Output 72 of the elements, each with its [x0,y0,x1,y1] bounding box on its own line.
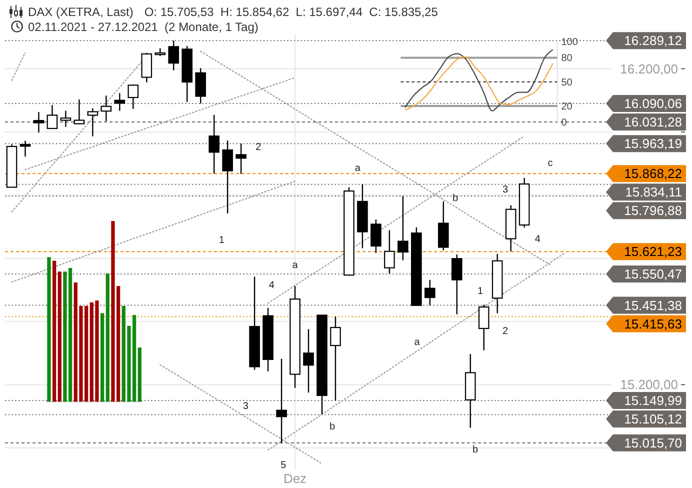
candlestick [114,92,126,112]
chart-subtitle: O: 15.705,53 H: 15.854,62 L: 15.697,44 C: 15.835,25 [144,5,438,19]
annotation: 2 [502,326,509,338]
ref-line-label: 16.289,12 [624,33,682,48]
ref-line-label: 15.015,70 [624,435,682,450]
y-tick-label: 80 [561,53,573,64]
annotation: a [414,337,420,348]
candlestick [60,110,72,128]
candlestick [384,230,395,274]
ref-line-label: 15.451,38 [624,298,682,313]
candlestick [195,68,206,104]
candlestick [303,328,314,394]
y-tick-label: 20 [561,102,573,112]
candlestick [208,114,220,174]
candlestick [451,254,462,315]
candlestick [236,143,246,175]
line-series [11,180,296,283]
chart-title: DAX (XETRA, Last) [28,5,134,19]
ref-line-label: 15.550,47 [624,266,682,282]
annotation: a [354,162,361,174]
candlestick [424,279,436,306]
ref-line-label: 15.796,88 [624,203,682,218]
ref-line-label: 16.031,28 [624,114,682,130]
bar [100,313,104,402]
bar [106,273,110,402]
y-tick-label: 16.200,00 [620,61,678,76]
annotation: 1 [478,286,484,297]
candlestick [128,84,139,110]
text: 02.11.2021 - 27.12.2021 (2 Monate, 1 Tag) [28,20,258,34]
candlestick [276,358,287,444]
candlestick [222,140,233,214]
x-tick-label: Dez [283,471,307,486]
annotation: 4 [268,280,275,291]
ref-line-label: 15.834,11 [625,184,682,200]
candlestick [141,52,152,83]
annotation: 3 [502,184,509,196]
bar [138,347,142,402]
candlestick [478,304,490,351]
annotation: c [548,158,553,169]
candlestick [398,195,408,261]
annotation: 2 [256,142,262,153]
y-tick-label: 0 [561,118,568,129]
candlestick [20,140,31,158]
candlestick [168,40,180,71]
ref-line-label: 15.149,99 [624,393,682,408]
candlestick [100,95,112,122]
candlestick [33,111,44,134]
candlestick [46,104,58,130]
annotation: 4 [534,234,541,246]
annotation: a [292,260,298,271]
ref-line-label: 15.963,19 [624,136,682,152]
annotation: b [330,422,336,433]
ref-line-label: 16.090,06 [624,96,682,112]
bar [52,260,56,402]
ref-line-label: 15.868,22 [624,166,682,182]
y-tick-label: 15.200,00 [620,377,678,392]
y-tick-label: 100 [561,37,578,48]
annotation: 5 [280,460,287,471]
annotation: b [472,444,479,456]
candlestick [74,98,85,125]
ref-line-label: 15.105,12 [624,412,682,427]
candlestick [330,316,341,402]
annotation: 3 [242,401,249,412]
ref-line-label: 15.415,63 [624,316,682,332]
candlestick [370,218,382,254]
annotation: b [452,192,459,204]
ref-line-label: 15.621,23 [624,244,682,260]
y-tick-label: 50 [561,77,573,88]
bar [58,272,62,402]
candlestick [87,108,98,137]
bar [47,257,51,402]
annotation: 1 [218,235,225,246]
